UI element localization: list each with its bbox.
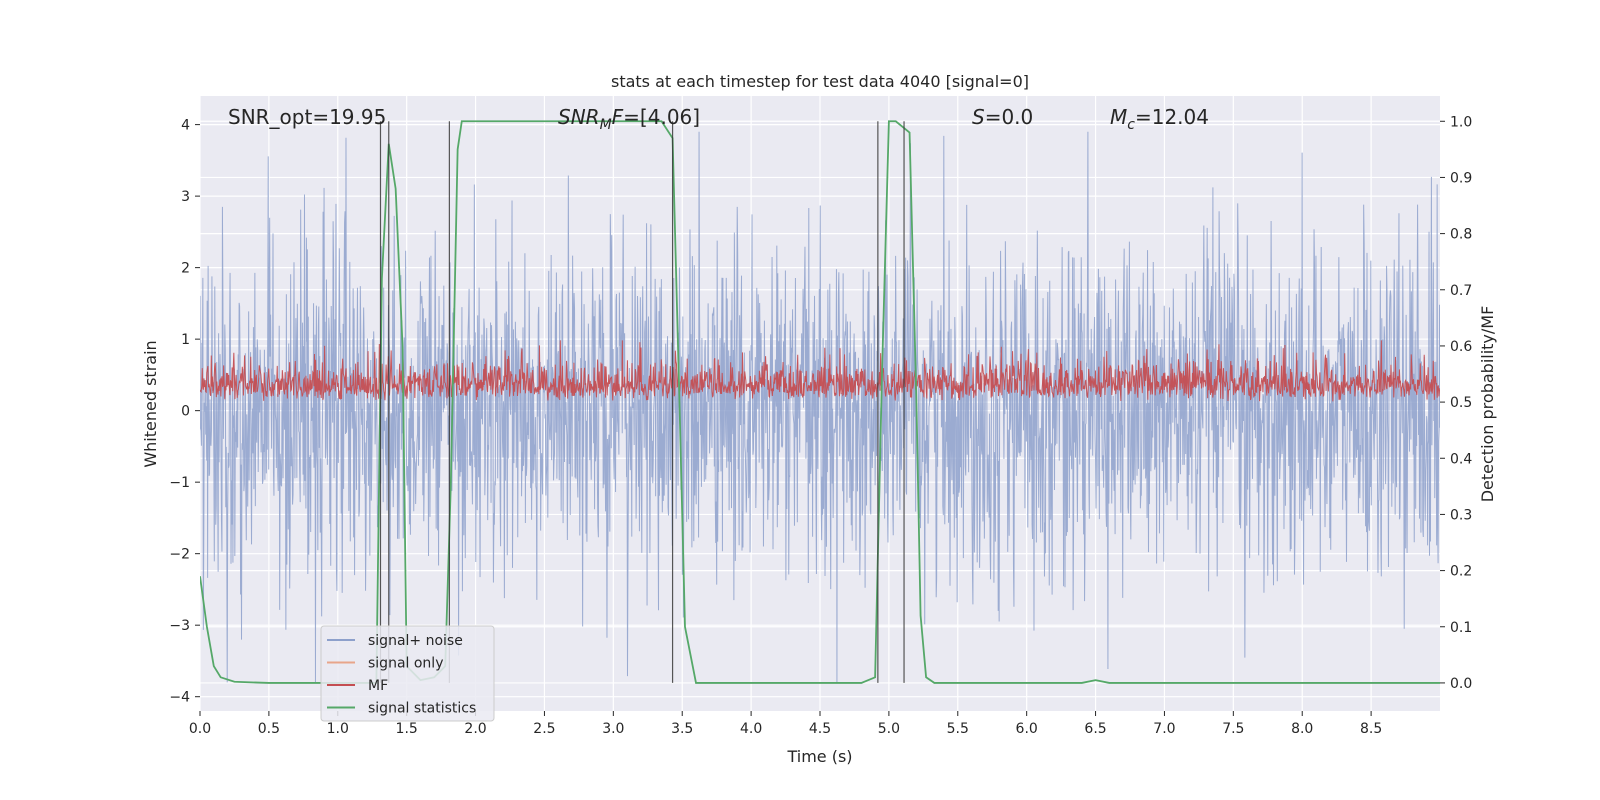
- s-value: =0.0: [985, 105, 1034, 129]
- annotation-mc: Mc=12.04: [1110, 105, 1209, 133]
- x-tick-label: 7.5: [1222, 721, 1244, 737]
- series-signal-noise: [200, 131, 1440, 683]
- x-tick-label: 0.0: [189, 721, 211, 737]
- mf-line: [200, 340, 1440, 402]
- snr-mf-label-f: F: [612, 105, 624, 129]
- snr-mf-subscript: M: [600, 117, 612, 133]
- y-left-tick-label: −1: [169, 475, 190, 491]
- mc-value: =12.04: [1135, 105, 1209, 129]
- y-axis-right-label: Detection probability/MF: [1478, 306, 1497, 503]
- y-right-tick-label: 0.9: [1450, 170, 1472, 186]
- y-axis-right-ticks: 0.0 0.1 0.2 0.3 0.4 0.5 0.6 0.7 0.8 0.9 1.0: [1440, 114, 1472, 692]
- y-left-tick-label: 1: [181, 332, 190, 348]
- legend-label: signal only: [368, 656, 443, 672]
- y-right-tick-label: 0.1: [1450, 620, 1472, 636]
- legend: signal+ noise signal only MF signal statist…: [320, 625, 495, 722]
- x-axis-ticks: 0.0 0.5 1.0 1.5 2.0 2.5 3.0 3.5 4.0 4.5 5.0 5.5 6.0 6…: [189, 711, 1382, 737]
- annotation-snr-mf: SNRMF=[4.06]: [558, 105, 700, 133]
- noise-line: [200, 131, 1440, 683]
- mc-subscript: c: [1127, 117, 1135, 133]
- y-right-tick-label: 0.4: [1450, 451, 1472, 467]
- legend-frame: [320, 625, 495, 722]
- x-tick-label: 8.5: [1360, 721, 1382, 737]
- x-tick-label: 0.5: [258, 721, 280, 737]
- x-tick-label: 4.5: [809, 721, 831, 737]
- vertical-markers: [379, 121, 905, 683]
- y-left-tick-label: 3: [181, 189, 190, 205]
- y-right-tick-label: 0.0: [1450, 676, 1472, 692]
- snr-mf-value: =[4.06]: [623, 105, 700, 129]
- y-right-tick-label: 0.3: [1450, 507, 1472, 523]
- s-label: S: [972, 105, 985, 129]
- x-tick-label: 1.5: [396, 721, 418, 737]
- annotation-s: S=0.0: [972, 105, 1033, 129]
- y-left-tick-label: −3: [169, 618, 190, 634]
- annotation-snr-opt: SNR_opt=19.95: [228, 105, 386, 129]
- legend-label: signal statistics: [368, 701, 476, 717]
- y-left-tick-label: −2: [169, 547, 190, 563]
- y-right-tick-label: 0.8: [1450, 227, 1472, 243]
- x-tick-label: 2.0: [464, 721, 486, 737]
- y-right-tick-label: 0.2: [1450, 564, 1472, 580]
- y-right-tick-label: 0.5: [1450, 395, 1472, 411]
- y-axis-left-ticks: −4 −3 −2 −1 0 1 2 3 4: [169, 118, 200, 706]
- legend-label: signal+ noise: [368, 633, 463, 649]
- y-left-tick-label: 0: [181, 404, 190, 420]
- y-right-tick-label: 0.7: [1450, 283, 1472, 299]
- x-tick-label: 6.5: [1084, 721, 1106, 737]
- chart-title: stats at each timestep for test data 404…: [611, 72, 1029, 91]
- series-mf: [200, 340, 1440, 402]
- y-axis-left-label: Whitened strain: [141, 340, 160, 467]
- x-tick-label: 4.0: [740, 721, 762, 737]
- y-right-tick-label: 1.0: [1450, 114, 1472, 130]
- x-tick-label: 2.5: [533, 721, 555, 737]
- y-right-tick-label: 0.6: [1450, 339, 1472, 355]
- y-left-tick-label: −4: [169, 690, 190, 706]
- x-tick-label: 5.5: [947, 721, 969, 737]
- snr-mf-label: SNR: [558, 105, 600, 129]
- x-tick-label: 3.0: [602, 721, 624, 737]
- x-tick-label: 5.0: [878, 721, 900, 737]
- x-axis-label: Time (s): [786, 747, 852, 766]
- mc-label: M: [1110, 105, 1127, 129]
- x-tick-label: 7.0: [1153, 721, 1175, 737]
- legend-label: MF: [368, 678, 388, 694]
- y-left-tick-label: 2: [181, 261, 190, 277]
- x-tick-label: 1.0: [327, 721, 349, 737]
- x-tick-label: 6.0: [1016, 721, 1038, 737]
- x-tick-label: 3.5: [671, 721, 693, 737]
- x-tick-label: 8.0: [1291, 721, 1313, 737]
- y-left-tick-label: 4: [181, 118, 190, 134]
